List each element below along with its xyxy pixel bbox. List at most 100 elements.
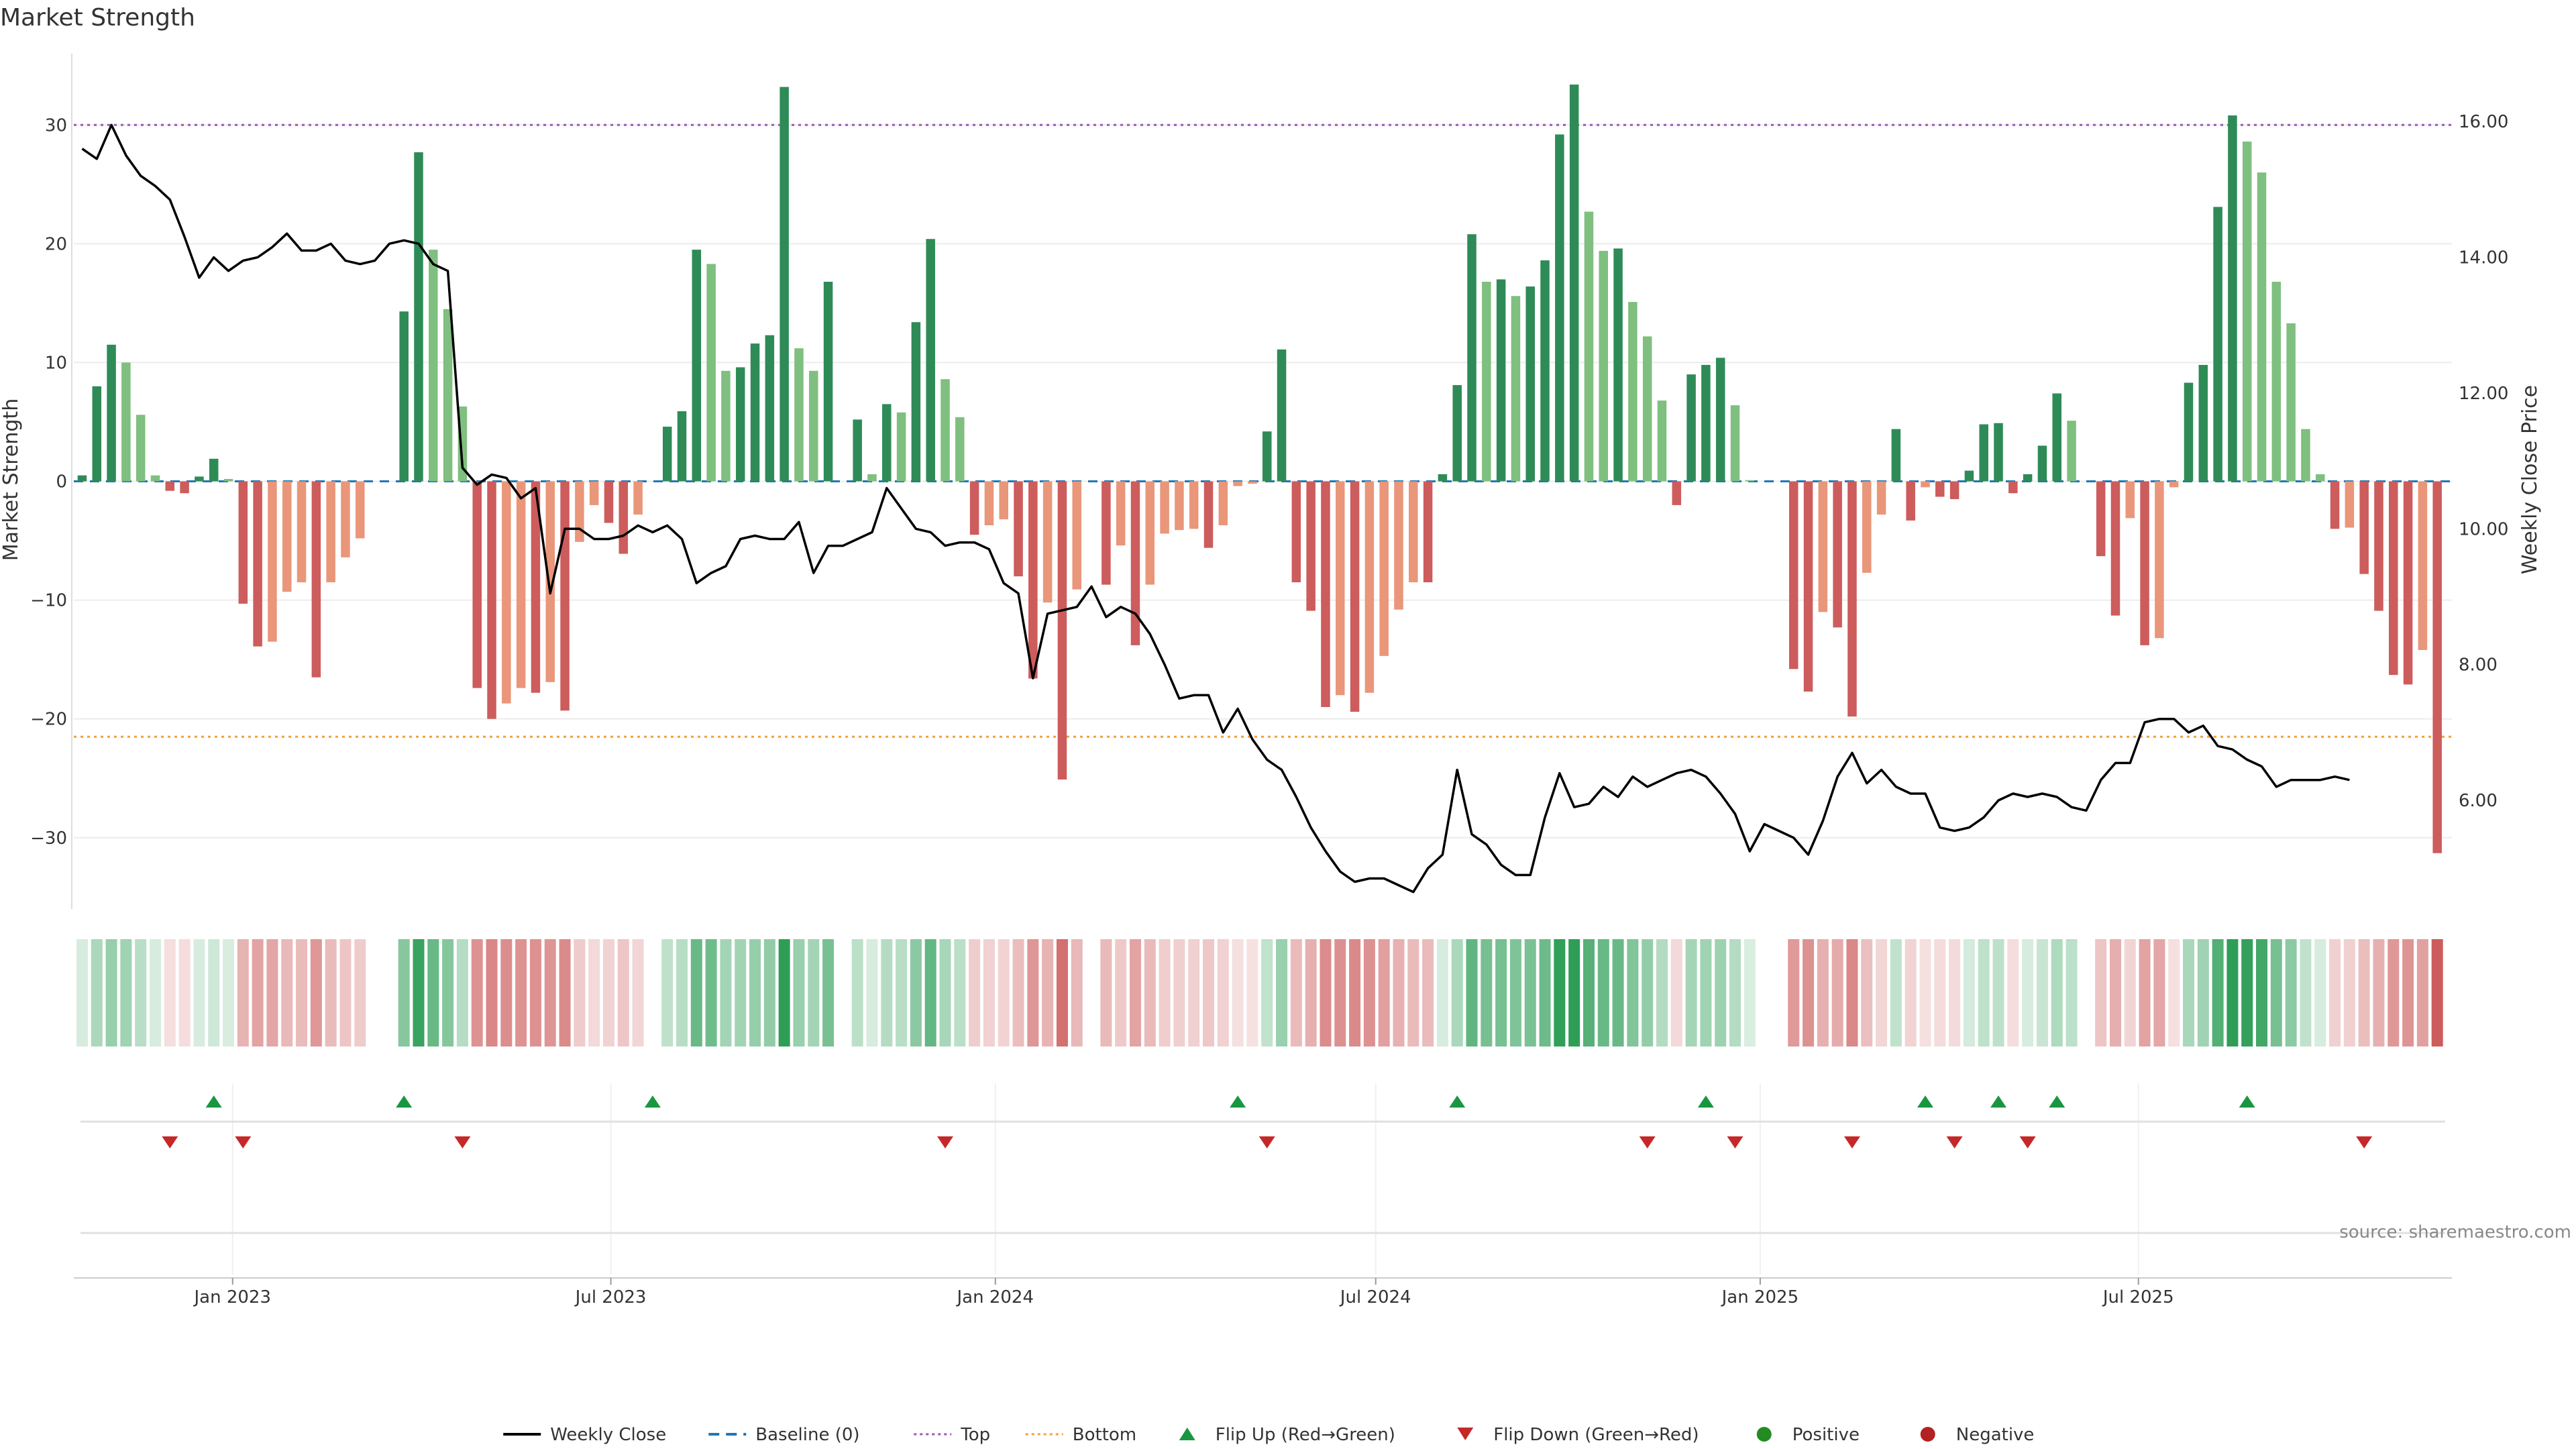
heat-cell <box>1715 939 1727 1046</box>
heat-cell <box>1246 939 1258 1046</box>
heat-cell <box>1656 939 1668 1046</box>
strength-bar <box>1394 481 1403 610</box>
heat-cell <box>1554 939 1566 1046</box>
strength-bar <box>882 404 892 482</box>
legend-swatch <box>1179 1428 1195 1440</box>
strength-bar <box>1525 286 1535 482</box>
heat-cell <box>1290 939 1302 1046</box>
strength-bar <box>2067 421 2076 482</box>
strength-bar <box>92 386 102 482</box>
y-tick-label: 30 <box>45 115 67 136</box>
heat-cell <box>1846 939 1858 1046</box>
strength-bar <box>1321 481 1330 707</box>
strength-bar <box>735 367 745 482</box>
heat-cell <box>1203 939 1215 1046</box>
strength-bar <box>2184 382 2194 482</box>
strength-bar <box>706 264 716 482</box>
strength-bar <box>765 335 775 482</box>
strength-bar <box>443 309 453 482</box>
flip-up-marker <box>396 1095 413 1108</box>
flip-down-marker <box>1258 1136 1275 1148</box>
y-tick-label: 10 <box>45 353 67 373</box>
strength-bar <box>253 481 262 647</box>
y-axis-label: Market Strength <box>0 398 23 561</box>
heat-cell <box>529 939 541 1046</box>
legend-item: Top <box>914 1425 990 1445</box>
heat-cell <box>1071 939 1083 1046</box>
heat-cell <box>1217 939 1229 1046</box>
heat-cell <box>676 939 688 1046</box>
strength-bar <box>1203 481 1214 548</box>
heat-cell <box>998 939 1010 1046</box>
strength-bar <box>984 481 994 526</box>
strength-bar <box>150 475 160 482</box>
strength-bar <box>1613 248 1623 482</box>
weekly-close-series <box>81 123 2350 894</box>
y2-tick-label: 12.00 <box>2459 384 2508 404</box>
heat-cell <box>2109 939 2121 1046</box>
legend-item: Weekly Close <box>503 1425 666 1445</box>
heat-cell <box>1466 939 1478 1046</box>
strength-bar <box>1979 424 1988 482</box>
strength-bar <box>896 412 906 482</box>
strength-bar <box>1130 481 1140 645</box>
strength-bar <box>1277 349 1287 482</box>
heat-cell <box>208 939 220 1046</box>
strength-bar <box>1745 480 1755 482</box>
heat-cell <box>1978 939 1990 1046</box>
strength-bar <box>1409 481 1418 583</box>
heat-cell <box>1642 939 1654 1046</box>
strength-bar <box>1964 470 1974 482</box>
heat-cell <box>793 939 805 1046</box>
strength-bar <box>1014 481 1023 577</box>
heat-cell <box>939 939 951 1046</box>
strength-bar <box>2315 474 2325 482</box>
heat-cell <box>193 939 205 1046</box>
strength-bar <box>121 362 131 482</box>
heat-cell <box>1042 939 1054 1046</box>
heat-cell <box>135 939 147 1046</box>
strength-bar <box>1555 134 1564 482</box>
flip-up-marker <box>2239 1095 2255 1108</box>
strength-bar <box>356 481 365 539</box>
heat-cell <box>1495 939 1507 1046</box>
legend-item: Baseline (0) <box>708 1425 860 1445</box>
strength-bar <box>326 481 335 583</box>
strength-bars <box>77 85 2442 853</box>
legend-item: Flip Down (Green→Red) <box>1457 1425 1699 1445</box>
strength-bar <box>1042 481 1053 603</box>
weekly-close-line <box>81 123 2350 894</box>
heat-cell <box>1876 939 1888 1046</box>
heat-cell <box>515 939 527 1046</box>
strength-bar <box>2037 445 2047 482</box>
heat-cell <box>1817 939 1829 1046</box>
strength-bar <box>1876 481 1886 515</box>
strength-bar <box>1847 481 1857 717</box>
heat-cell <box>354 939 366 1046</box>
heat-cell <box>1831 939 1843 1046</box>
strength-bar <box>282 481 292 592</box>
heat-cell <box>2168 939 2180 1046</box>
legend-label: Weekly Close <box>550 1425 666 1445</box>
strength-bar <box>2359 481 2369 574</box>
x-tick-label: Jan 2025 <box>1721 1287 1799 1307</box>
strength-bar <box>1116 481 1126 546</box>
flip-down-marker <box>235 1136 252 1148</box>
heat-cell <box>76 939 88 1046</box>
heat-cell <box>2139 939 2151 1046</box>
heat-cell <box>2343 939 2355 1046</box>
strength-bar <box>516 481 526 688</box>
strength-bar <box>297 481 307 583</box>
heat-cell <box>1422 939 1434 1046</box>
strength-bar <box>589 481 599 505</box>
strength-bar <box>1672 481 1682 505</box>
strength-bar <box>1233 481 1242 486</box>
heat-cell <box>1436 939 1448 1046</box>
strength-bar <box>1730 405 1740 482</box>
legend: Weekly Close Baseline (0) Top Bottom Flip Up… <box>503 1425 2034 1445</box>
strength-bar <box>487 481 496 719</box>
strength-bar <box>1935 481 1945 497</box>
flip-down-marker <box>1639 1136 1656 1148</box>
strength-bar <box>633 481 643 515</box>
